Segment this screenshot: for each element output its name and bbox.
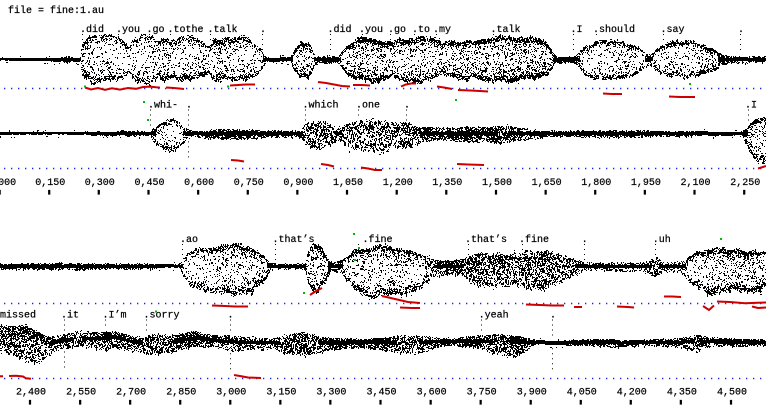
svg-text:.I: .I: [745, 101, 757, 112]
svg-text:2,550: 2,550: [66, 388, 96, 399]
svg-text:2,400: 2,400: [16, 388, 46, 399]
svg-text:.go: .go: [147, 25, 165, 36]
svg-text:2,250: 2,250: [730, 178, 760, 189]
svg-text:4,500: 4,500: [717, 388, 747, 399]
svg-text:1,650: 1,650: [532, 178, 562, 189]
svg-text:.: .: [404, 101, 410, 112]
svg-text:0,300: 0,300: [85, 178, 115, 189]
svg-text:.you: .you: [359, 25, 383, 36]
svg-text:.whi-: .whi-: [148, 100, 178, 112]
svg-text:.: .: [260, 25, 266, 36]
svg-text:.sorry: .sorry: [144, 311, 180, 322]
svg-text:1,200: 1,200: [383, 178, 413, 189]
svg-text:4,050: 4,050: [567, 388, 597, 399]
svg-text:.to: .to: [412, 25, 430, 36]
svg-text:.: .: [186, 101, 192, 112]
svg-text:2,700: 2,700: [116, 388, 146, 399]
svg-text:.you: .you: [116, 25, 140, 36]
svg-text:missed: missed: [0, 310, 36, 322]
svg-text:.go: .go: [388, 25, 406, 36]
svg-text:3,750: 3,750: [467, 388, 497, 399]
svg-text:1,050: 1,050: [333, 178, 363, 189]
svg-text:.say: .say: [661, 25, 685, 36]
svg-text:.: .: [550, 311, 556, 322]
svg-text:.it: .it: [61, 310, 79, 322]
svg-text:0,450: 0,450: [134, 178, 164, 189]
svg-text:.: .: [228, 311, 234, 322]
svg-text:.I: .I: [571, 25, 583, 36]
svg-text:4,200: 4,200: [617, 388, 647, 399]
svg-text:3,900: 3,900: [517, 388, 547, 399]
svg-text:.uh: .uh: [653, 234, 671, 246]
svg-text:.talk: .talk: [491, 24, 521, 36]
svg-text:.that’s: .that’s: [273, 234, 315, 246]
svg-text:.talk: .talk: [208, 24, 238, 36]
svg-text:3,150: 3,150: [266, 388, 296, 399]
svg-text:.my: .my: [433, 25, 451, 36]
svg-text:.fine: .fine: [363, 234, 393, 246]
svg-text:.: .: [738, 25, 744, 36]
svg-text:2,850: 2,850: [166, 388, 196, 399]
svg-text:0,600: 0,600: [184, 178, 214, 189]
svg-text:0,150: 0,150: [35, 178, 65, 189]
svg-text:file = fine:1.au: file = fine:1.au: [8, 5, 104, 17]
svg-text:.yeah: .yeah: [479, 310, 509, 322]
svg-text:.tothe: .tothe: [168, 24, 204, 36]
svg-text:.: .: [582, 235, 588, 246]
svg-text:1,800: 1,800: [581, 178, 611, 189]
svg-text:1,350: 1,350: [432, 178, 462, 189]
svg-text:4,350: 4,350: [667, 388, 697, 399]
svg-text:.I’m: .I’m: [103, 310, 127, 322]
svg-text:3,000: 3,000: [216, 388, 246, 399]
svg-text:0,750: 0,750: [234, 178, 264, 189]
svg-text:0,000: 0,000: [0, 178, 16, 189]
svg-text:.should: .should: [593, 24, 635, 36]
svg-text:.did: .did: [80, 24, 104, 36]
svg-text:.ao: .ao: [180, 235, 198, 246]
svg-text:3,300: 3,300: [316, 388, 346, 399]
svg-text:.that’s: .that’s: [465, 234, 507, 246]
svg-text:1,500: 1,500: [482, 178, 512, 189]
svg-text:.did: .did: [328, 24, 352, 36]
svg-text:.one: .one: [356, 101, 380, 112]
svg-text:.fine: .fine: [519, 234, 549, 246]
svg-text:3,600: 3,600: [417, 388, 447, 399]
svg-text:3,450: 3,450: [366, 388, 396, 399]
svg-text:1,950: 1,950: [631, 178, 661, 189]
svg-text:2,100: 2,100: [680, 178, 710, 189]
svg-text:0,900: 0,900: [283, 178, 313, 189]
svg-text:.which: .which: [303, 100, 339, 112]
